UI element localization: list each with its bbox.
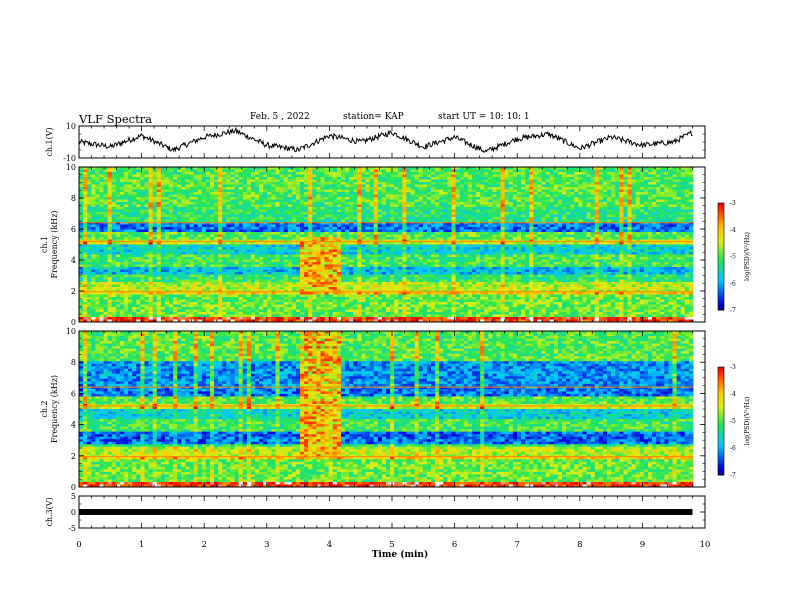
ch2-spectrogram-colorbar: -3 -4 -5 -6 -7 log(PSD)(V²/Hz) (717, 364, 751, 479)
ch1-trace (78, 126, 693, 154)
panels (78, 126, 694, 515)
ch2-spectrogram-colorbar-tick: -7 (730, 472, 736, 479)
ch1-spectrogram-colorbar: -3 -4 -5 -6 -7 log(PSD)(V²/Hz) (717, 200, 751, 314)
ch2-spectrogram-heatmap (79, 331, 694, 488)
x-axis-label: Time (min) (372, 549, 429, 560)
ch2-spectrogram-ytick-label: 4 (71, 421, 76, 430)
ch2-spectrogram-ytick-label: 6 (71, 389, 76, 398)
x-tick-label: 1 (139, 540, 144, 550)
ch1-ytick-label: -10 (63, 154, 76, 163)
ch1-spectrogram-ytick-label: 4 (71, 256, 76, 265)
x-tick-label: 4 (327, 540, 332, 550)
x-tick-label: 5 (389, 540, 394, 550)
date-label: Feb. 5 , 2022 (250, 112, 310, 122)
ch2-spectrogram-ylabel: ch.2 (40, 400, 49, 417)
ch3-ytick-label: 0 (71, 508, 76, 517)
ch1-spectrogram-ytick-label: 10 (66, 163, 76, 172)
ch1-spectrogram-ytick-label: 2 (71, 287, 76, 296)
ch2-spectrogram-colorbar-tick: -3 (730, 364, 736, 371)
ch1-spectrogram-ytick-label: 0 (71, 318, 76, 327)
ch2-spectrogram-colorbar-label: log(PSD)(V²/Hz) (744, 397, 751, 446)
ch1-spectrogram-colorbar-tick: -4 (730, 227, 736, 234)
ch1-spectrogram-colorbar-label: log(PSD)(V²/Hz) (744, 232, 751, 281)
x-tick-label: 10 (700, 540, 711, 550)
x-tick-label: 0 (76, 540, 81, 550)
ch2-spectrogram-colorbar-tick: -5 (730, 418, 736, 425)
ch1-spectrogram-colorbar-tick: -5 (730, 254, 736, 261)
station-label: station= KAP (343, 112, 404, 122)
ch1-spectrogram-heatmap (79, 167, 694, 323)
ch1-spectrogram-ytick-label: 8 (71, 194, 76, 203)
ch3-ytick-label: -5 (68, 524, 76, 533)
ch2-spectrogram-ylabel: Frequency (kHz) (50, 375, 59, 443)
chart-title: VLF Spectra (79, 112, 153, 126)
ch2-spectrogram-ytick-label: 8 (71, 358, 76, 367)
ch2-spectrogram-ytick-label: 0 (71, 483, 76, 492)
ch2-spectrogram-ytick-label: 10 (66, 327, 76, 336)
ch1-spectrogram-ylabel: Frequency (kHz) (50, 210, 59, 278)
ch2-spectrogram-ytick-label: 2 (71, 452, 76, 461)
ch1-spectrogram-colorbar-frame (717, 202, 725, 311)
x-tick-label: 3 (264, 540, 269, 550)
x-tick-label: 7 (514, 540, 519, 550)
ch1-spectrogram-colorbar-tick: -3 (730, 200, 736, 207)
ch1-ytick-label: 10 (66, 122, 76, 131)
ch1-spectrogram-ylabel: ch.1 (40, 236, 49, 253)
ch1-spectrogram-ytick-label: 6 (71, 225, 76, 234)
ch1-ylabel: ch.1(V) (45, 127, 54, 156)
ch2-spectrogram-colorbar-frame (717, 366, 725, 476)
start-ut-label: start UT = 10: 10: 1 (438, 112, 530, 122)
x-tick-label: 6 (452, 540, 457, 550)
ch2-spectrogram-colorbar-tick: -6 (730, 445, 736, 452)
ch1-spectrogram-colorbar-tick: -7 (730, 307, 736, 314)
x-tick-label: 9 (640, 540, 645, 550)
ch2-spectrogram-colorbar-tick: -4 (730, 391, 736, 398)
ch3-ytick-label: 5 (71, 492, 76, 501)
x-tick-label: 8 (577, 540, 582, 550)
ch1-spectrogram-colorbar-tick: -6 (730, 280, 736, 287)
ch3-ylabel: ch.3(V) (45, 497, 54, 526)
x-tick-label: 2 (201, 540, 206, 550)
